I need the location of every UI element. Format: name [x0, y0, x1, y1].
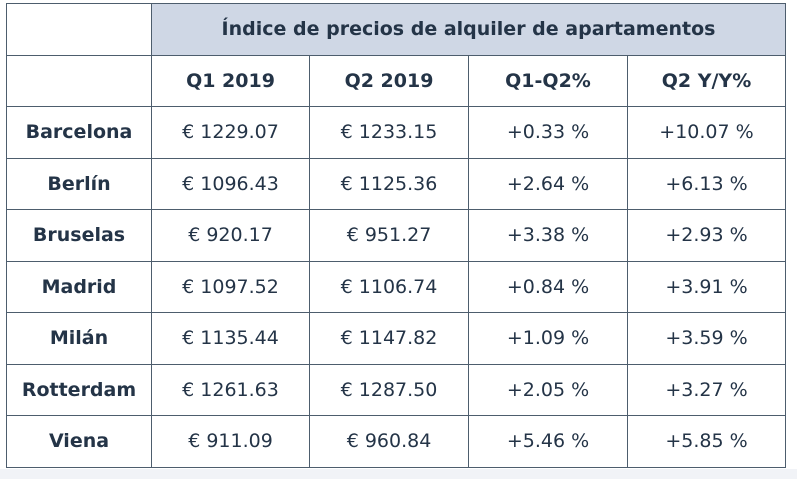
- q2-yoy-change-cell: +3.91 %: [627, 260, 786, 313]
- q1-2019-value-cell: € 911.09: [151, 415, 310, 468]
- q1-2019-value-cell: € 1096.43: [151, 157, 310, 210]
- table-row: Rotterdam € 1261.63 € 1287.50 +2.05 % +3.27 …: [6, 363, 786, 416]
- table-row: Viena € 911.09 € 960.84 +5.46 % +5.85 %: [6, 415, 786, 468]
- table-row: Barcelona € 1229.07 € 1233.15 +0.33 % +10.07…: [6, 106, 786, 159]
- table-row: Milán € 1135.44 € 1147.82 +1.09 % +3.59 %: [6, 312, 786, 365]
- column-header-q2-yoy-change: Q2 Y/Y%: [627, 54, 786, 107]
- bottom-strip: [0, 469, 797, 479]
- q1-q2-change-cell: +2.05 %: [468, 363, 628, 416]
- q1-2019-value-cell: € 1097.52: [151, 260, 310, 313]
- q2-yoy-change-cell: +6.13 %: [627, 157, 786, 210]
- table-row: Bruselas € 920.17 € 951.27 +3.38 % +2.93 %: [6, 209, 786, 262]
- q1-q2-change-cell: +1.09 %: [468, 312, 628, 365]
- q2-2019-value-cell: € 960.84: [309, 415, 469, 468]
- title-row: Índice de precios de alquiler de apartam…: [6, 3, 786, 56]
- q2-2019-value-cell: € 951.27: [309, 209, 469, 262]
- q1-2019-value-cell: € 1229.07: [151, 106, 310, 159]
- rent-index-table: Índice de precios de alquiler de apartam…: [6, 3, 786, 468]
- q2-yoy-change-cell: +3.27 %: [627, 363, 786, 416]
- q1-q2-change-cell: +3.38 %: [468, 209, 628, 262]
- column-header-q1-2019: Q1 2019: [151, 54, 310, 107]
- q2-2019-value-cell: € 1287.50: [309, 363, 469, 416]
- q1-2019-value-cell: € 1135.44: [151, 312, 310, 365]
- city-name-cell: Bruselas: [6, 209, 152, 262]
- city-name-cell: Rotterdam: [6, 363, 152, 416]
- q2-2019-value-cell: € 1233.15: [309, 106, 469, 159]
- table-row: Madrid € 1097.52 € 1106.74 +0.84 % +3.91 %: [6, 260, 786, 313]
- empty-corner-cell: [6, 3, 152, 56]
- q2-yoy-change-cell: +10.07 %: [627, 106, 786, 159]
- city-name-cell: Barcelona: [6, 106, 152, 159]
- q2-yoy-change-cell: +3.59 %: [627, 312, 786, 365]
- table-title: Índice de precios de alquiler de apartam…: [151, 3, 786, 56]
- table-row: Berlín € 1096.43 € 1125.36 +2.64 % +6.13 %: [6, 157, 786, 210]
- q1-q2-change-cell: +2.64 %: [468, 157, 628, 210]
- q2-yoy-change-cell: +2.93 %: [627, 209, 786, 262]
- city-name-cell: Berlín: [6, 157, 152, 210]
- city-name-cell: Milán: [6, 312, 152, 365]
- q2-yoy-change-cell: +5.85 %: [627, 415, 786, 468]
- q1-q2-change-cell: +0.33 %: [468, 106, 628, 159]
- q1-2019-value-cell: € 1261.63: [151, 363, 310, 416]
- table-body: Barcelona € 1229.07 € 1233.15 +0.33 % +10.07…: [6, 106, 786, 468]
- column-header-q2-2019: Q2 2019: [309, 54, 469, 107]
- q1-q2-change-cell: +0.84 %: [468, 260, 628, 313]
- q1-2019-value-cell: € 920.17: [151, 209, 310, 262]
- city-name-cell: Viena: [6, 415, 152, 468]
- empty-header-cell: [6, 54, 152, 107]
- q1-q2-change-cell: +5.46 %: [468, 415, 628, 468]
- column-header-row: Q1 2019 Q2 2019 Q1-Q2% Q2 Y/Y%: [6, 54, 786, 107]
- q2-2019-value-cell: € 1147.82: [309, 312, 469, 365]
- city-name-cell: Madrid: [6, 260, 152, 313]
- column-header-q1-q2-change: Q1-Q2%: [468, 54, 628, 107]
- q2-2019-value-cell: € 1125.36: [309, 157, 469, 210]
- q2-2019-value-cell: € 1106.74: [309, 260, 469, 313]
